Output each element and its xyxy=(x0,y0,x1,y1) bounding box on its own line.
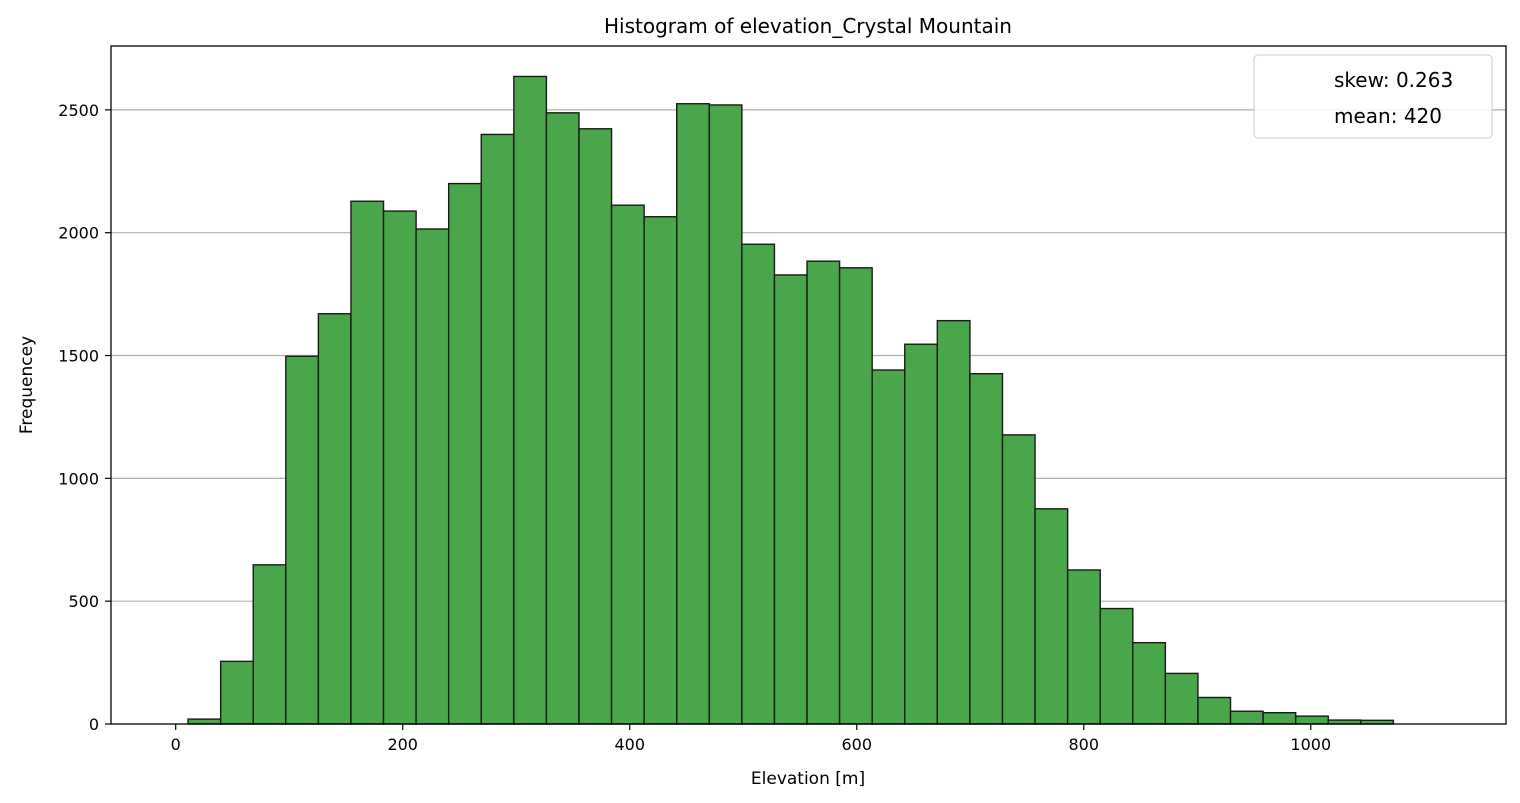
bar-23 xyxy=(936,319,971,725)
y-tick-label-4: 2000 xyxy=(58,224,99,243)
bar-19 xyxy=(806,260,841,725)
x-tick-label-2: 400 xyxy=(614,735,645,754)
bar-30 xyxy=(1164,672,1199,725)
x-tick-label-5: 1000 xyxy=(1290,735,1331,754)
bar-28 xyxy=(1099,607,1134,725)
bar-0 xyxy=(187,718,222,725)
bar-18 xyxy=(773,274,808,725)
bar-3 xyxy=(285,355,320,725)
bar-12 xyxy=(578,128,613,725)
bar-11 xyxy=(545,112,580,725)
bar-21 xyxy=(871,369,906,725)
chart-title: Histogram of elevation_Crystal Mountain xyxy=(604,14,1012,38)
legend-entry-mean: mean: 420 xyxy=(1334,104,1442,128)
bar-32 xyxy=(1229,710,1264,725)
bar-5 xyxy=(350,200,385,725)
legend-entry-skew: skew: 0.263 xyxy=(1334,68,1453,92)
bar-31 xyxy=(1197,696,1232,725)
bar-9 xyxy=(480,133,515,725)
x-tick-label-0: 0 xyxy=(171,735,181,754)
bar-7 xyxy=(415,228,450,725)
legend-box xyxy=(1253,54,1493,139)
y-tick-label-2: 1000 xyxy=(58,469,99,488)
y-tick-label-5: 2500 xyxy=(58,101,99,120)
bar-2 xyxy=(252,564,287,725)
bar-13 xyxy=(610,204,645,725)
y-tick-label-3: 1500 xyxy=(58,347,99,366)
bar-34 xyxy=(1294,715,1329,725)
bar-22 xyxy=(904,343,939,725)
bar-4 xyxy=(317,313,352,725)
y-axis: 0 500 1000 1500 2000 2500 xyxy=(58,101,111,734)
bar-27 xyxy=(1066,569,1101,725)
x-tick-label-1: 200 xyxy=(387,735,418,754)
bar-17 xyxy=(741,243,776,725)
bar-15 xyxy=(676,103,710,725)
legend: skew: 0.263 mean: 420 xyxy=(1253,54,1493,139)
y-tick-label-1: 500 xyxy=(68,592,99,611)
bar-26 xyxy=(1034,508,1069,725)
plot-frame xyxy=(110,45,1507,725)
x-tick-label-4: 800 xyxy=(1068,735,1099,754)
bars xyxy=(187,75,1395,725)
y-axis-label: Frequencey xyxy=(17,336,37,434)
bar-6 xyxy=(382,210,417,725)
x-axis-label: Elevation [m] xyxy=(751,769,865,789)
x-axis: 0 200 400 600 800 1000 xyxy=(171,724,1331,754)
bar-1 xyxy=(219,660,254,725)
bar-16 xyxy=(708,104,743,725)
x-tick-label-3: 600 xyxy=(841,735,872,754)
bar-25 xyxy=(1001,434,1036,725)
bar-29 xyxy=(1132,641,1167,725)
bar-20 xyxy=(838,267,873,725)
y-tick-label-0: 0 xyxy=(89,715,99,734)
bar-8 xyxy=(447,182,482,725)
bar-14 xyxy=(643,216,678,725)
bar-24 xyxy=(969,373,1004,725)
bar-33 xyxy=(1262,712,1297,725)
bar-10 xyxy=(513,75,548,725)
